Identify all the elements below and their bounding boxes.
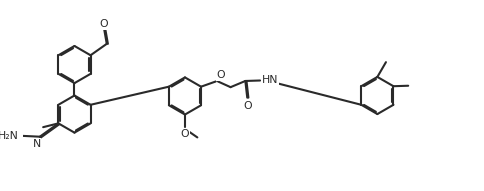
Text: O: O xyxy=(242,100,251,111)
Text: N: N xyxy=(32,139,41,149)
Text: H₂N: H₂N xyxy=(0,131,19,141)
Text: O: O xyxy=(99,19,108,29)
Text: O: O xyxy=(216,70,225,80)
Text: O: O xyxy=(180,129,189,139)
Text: HN: HN xyxy=(261,74,277,85)
